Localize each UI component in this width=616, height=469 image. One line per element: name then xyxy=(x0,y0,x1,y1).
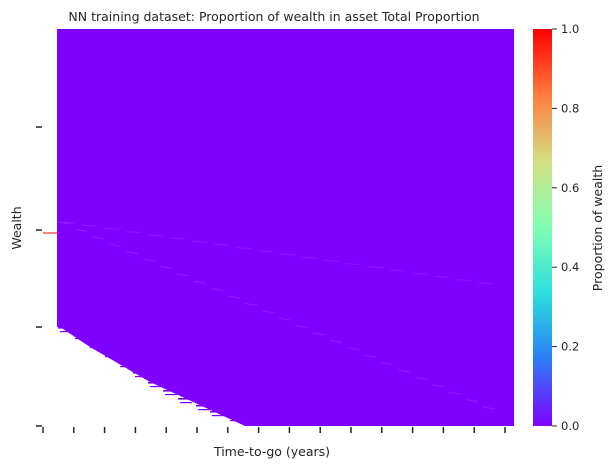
colorbar-label: Proportion of wealth xyxy=(590,165,605,291)
band-segment xyxy=(411,272,428,275)
band-segment xyxy=(465,399,479,403)
band-segment xyxy=(477,282,494,285)
speckle xyxy=(196,405,213,407)
speckle xyxy=(58,40,74,42)
speckle xyxy=(73,334,88,336)
axis-ticks xyxy=(36,126,506,433)
colorbar-tick-label: 0.2 xyxy=(561,340,579,354)
speckle xyxy=(58,62,74,64)
band-segment xyxy=(431,384,445,388)
band-segment xyxy=(81,224,98,227)
band-segment xyxy=(235,247,252,250)
band-segment xyxy=(125,231,142,234)
speckle xyxy=(180,402,192,404)
band-segment xyxy=(210,288,224,292)
colorbar-tick-label: 0.8 xyxy=(561,101,579,115)
speckle xyxy=(165,394,177,396)
speckle xyxy=(212,415,226,417)
band-segment xyxy=(278,317,292,321)
band-segment xyxy=(91,236,105,240)
band-segment xyxy=(367,266,384,269)
band-segment xyxy=(176,273,190,277)
heatmap-speckles xyxy=(58,36,244,422)
band-segment xyxy=(433,275,450,278)
speckle xyxy=(75,338,86,340)
speckle xyxy=(118,362,133,364)
band-segment xyxy=(244,302,258,306)
band-segment xyxy=(323,259,340,262)
speckle xyxy=(198,409,211,411)
band-segment xyxy=(159,265,173,269)
speckle xyxy=(58,44,74,46)
colorbar-tick-label: 0.6 xyxy=(561,181,579,195)
band-segment xyxy=(191,240,208,243)
speckle xyxy=(88,343,104,345)
band-segment xyxy=(346,347,360,351)
colorbar: 0.0 0.2 0.4 0.6 0.8 1.0 Proportion of wealth xyxy=(533,22,605,433)
band-segment xyxy=(329,339,343,343)
speckle xyxy=(148,382,163,384)
band-segment xyxy=(312,332,326,336)
band-segment xyxy=(345,263,362,266)
speckle xyxy=(58,66,74,68)
band-segment xyxy=(103,227,120,230)
band-segment xyxy=(397,369,411,373)
colorbar-tick-label: 0.4 xyxy=(561,260,579,274)
speckle xyxy=(210,411,228,413)
missing-data-region xyxy=(43,327,245,426)
band-segment xyxy=(261,310,275,314)
speckle xyxy=(90,347,102,349)
band-segment xyxy=(213,243,230,246)
speckle xyxy=(135,376,147,378)
speckle xyxy=(133,372,149,374)
speckle xyxy=(105,356,117,358)
band-segment xyxy=(295,325,309,329)
band-segment xyxy=(380,362,394,366)
band-segment xyxy=(147,234,164,237)
band-segment xyxy=(193,280,207,284)
band-segment xyxy=(257,250,274,253)
band-segment xyxy=(363,354,377,358)
band-segment xyxy=(125,251,139,255)
speckle xyxy=(58,78,74,80)
speckle xyxy=(150,386,161,388)
speckle xyxy=(178,398,194,400)
band-segment xyxy=(279,253,296,256)
band-segment xyxy=(108,243,122,247)
band-segment xyxy=(74,228,88,232)
heatmap-band-lines xyxy=(57,221,496,410)
band-segment xyxy=(414,376,428,380)
colorbar-tick-label: 0.0 xyxy=(561,419,579,433)
colorbar-gradient xyxy=(533,29,552,426)
speckle xyxy=(163,390,179,392)
speckle xyxy=(120,366,131,368)
band-segment xyxy=(169,237,186,240)
heatmap-cells xyxy=(43,29,514,426)
speckle xyxy=(58,327,74,329)
band-segment xyxy=(301,256,318,259)
band-segment xyxy=(59,221,76,224)
colorbar-ticks: 0.0 0.2 0.4 0.6 0.8 1.0 xyxy=(552,22,579,433)
speckle xyxy=(58,84,74,86)
missing-data-strip xyxy=(43,29,57,327)
band-segment xyxy=(389,269,406,272)
y-axis-label: Wealth xyxy=(9,206,24,249)
band-segment xyxy=(448,391,462,395)
heatmap-plot-area xyxy=(43,29,514,426)
colorbar-tick-label: 1.0 xyxy=(561,22,579,36)
speckle xyxy=(230,420,242,422)
band-segment xyxy=(482,406,496,410)
speckle xyxy=(58,36,74,38)
speckle xyxy=(103,352,119,354)
chart-title: NN training dataset: Proportion of wealt… xyxy=(68,9,479,24)
band-segment xyxy=(455,279,472,282)
band-segment xyxy=(227,295,241,299)
speckle xyxy=(60,331,72,333)
band-segment xyxy=(142,258,156,262)
speckle xyxy=(228,416,244,418)
speckle xyxy=(58,70,74,72)
x-axis-label: Time-to-go (years) xyxy=(213,444,330,459)
